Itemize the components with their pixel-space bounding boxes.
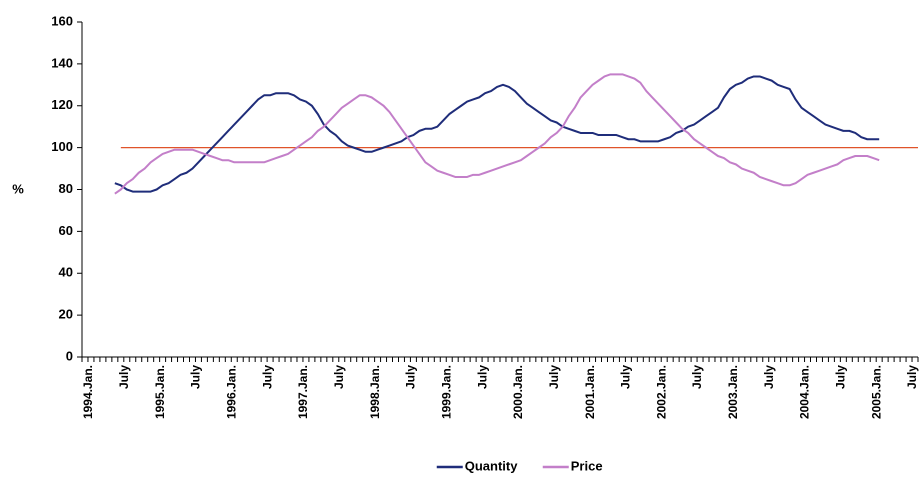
x-tick-label: 2001.Jan. — [583, 365, 597, 419]
y-tick-label: 100 — [51, 139, 73, 154]
legend-label: Quantity — [465, 458, 518, 473]
x-tick-label: 1998.Jan. — [368, 365, 382, 419]
y-tick-label: 120 — [51, 97, 73, 112]
y-tick-label: 80 — [59, 181, 73, 196]
series-line — [114, 73, 880, 195]
x-tick-label: July — [189, 365, 203, 389]
x-tick-label: 2003.Jan. — [726, 365, 740, 419]
x-tick-label: 1995.Jan. — [153, 365, 167, 419]
x-tick-label: July — [475, 365, 489, 389]
x-tick-label: July — [404, 365, 418, 389]
y-axis-label: % — [12, 181, 24, 196]
x-tick-label: July — [690, 365, 704, 389]
y-tick-label: 40 — [59, 265, 73, 280]
x-tick-label: 1999.Jan. — [439, 365, 453, 419]
x-tick-label: 1997.Jan. — [296, 365, 310, 419]
x-tick-label: 2004.Jan. — [798, 365, 812, 419]
x-tick-label: 2005.Jan. — [869, 365, 883, 419]
x-tick-label: 1994.Jan. — [81, 365, 95, 419]
x-tick-label: July — [117, 365, 131, 389]
y-tick-label: 0 — [66, 348, 73, 363]
x-tick-label: 2000.Jan. — [511, 365, 525, 419]
y-tick-label: 140 — [51, 55, 73, 70]
x-tick-label: July — [834, 365, 848, 389]
series-line — [114, 75, 880, 193]
x-tick-label: July — [547, 365, 561, 389]
y-tick-label: 60 — [59, 223, 73, 238]
y-tick-label: 160 — [51, 13, 73, 28]
y-tick-label: 20 — [59, 307, 73, 322]
x-tick-label: July — [905, 365, 919, 389]
x-tick-label: July — [762, 365, 776, 389]
x-tick-label: July — [332, 365, 346, 389]
x-tick-label: 2002.Jan. — [654, 365, 668, 419]
legend-label: Price — [571, 458, 603, 473]
x-tick-label: July — [260, 365, 274, 389]
x-tick-label: 1996.Jan. — [224, 365, 238, 419]
x-tick-label: July — [619, 365, 633, 389]
